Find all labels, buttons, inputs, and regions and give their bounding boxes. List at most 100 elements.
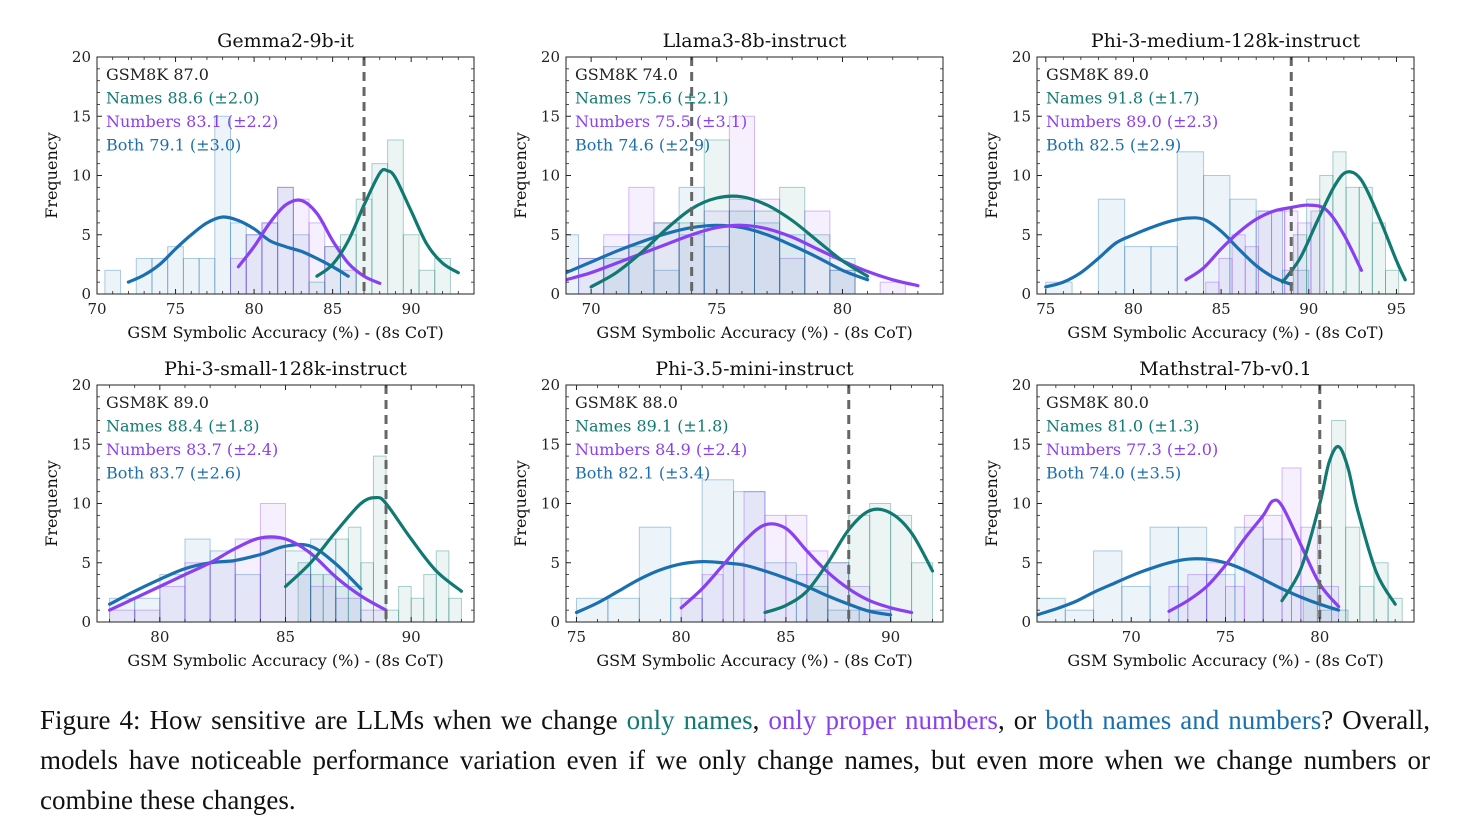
figure: 70 75 80 85 90 0 5 10 15 20 Gemma2-9b-it GSM Symbol… <box>42 30 1415 670</box>
y-tick-label: 20 <box>72 48 91 66</box>
x-tick-label: 75 <box>567 628 586 646</box>
gsm8k-annotation: GSM8K 87.0 <box>106 65 209 84</box>
x-tick-label: 80 <box>672 628 691 646</box>
histogram-bar <box>733 491 766 622</box>
gsm8k-annotation: GSM8K 88.0 <box>575 393 678 412</box>
histogram-bar <box>638 526 672 622</box>
histogram-bar <box>310 585 337 622</box>
gsm8k-annotation: GSM8K 74.0 <box>575 65 678 84</box>
histogram-bar <box>385 609 400 622</box>
x-tick-label: 80 <box>245 300 264 318</box>
x-tick-label: 75 <box>707 300 726 318</box>
histogram-bar <box>435 550 450 622</box>
x-axis-label: GSM Symbolic Accuracy (%) - (8s CoT) <box>1067 323 1383 342</box>
x-tick-label: 70 <box>87 300 106 318</box>
kde-curve <box>1044 216 1293 289</box>
gsm8k-annotation: GSM8K 89.0 <box>106 393 209 412</box>
histogram-bar <box>167 246 184 294</box>
histogram-bar <box>680 597 703 622</box>
y-tick-label: 15 <box>541 435 560 453</box>
histogram-bar <box>1205 281 1220 294</box>
plot-area <box>104 57 460 294</box>
kde-curve <box>315 167 460 278</box>
chart-panel: 75 80 85 90 95 0 5 10 15 20 Phi-3-medium-128k-inst… <box>982 30 1415 342</box>
histogram-bar <box>104 269 122 294</box>
x-tick-label: 80 <box>833 300 852 318</box>
histogram-bar <box>722 562 745 622</box>
y-axis-label: Frequency <box>982 132 1001 219</box>
plot-area <box>574 385 935 622</box>
both-annotation: Both 79.1 (±3.0) <box>106 136 241 155</box>
histogram-bar <box>109 609 136 622</box>
histogram-bar <box>1121 585 1151 622</box>
caption-names: only names <box>626 705 753 735</box>
histogram-bar <box>1310 210 1325 294</box>
x-axis-label: GSM Symbolic Accuracy (%) - (8s CoT) <box>127 651 443 670</box>
histogram-bar <box>1262 514 1283 622</box>
numbers-annotation: Numbers 77.3 (±2.0) <box>1046 440 1218 459</box>
histogram-bar <box>1358 186 1373 294</box>
gsm8k-annotation: GSM8K 80.0 <box>1046 393 1149 412</box>
chart-panel: 75 80 85 90 0 5 10 15 20 Phi-3.5-mini-instruct GSM… <box>511 358 944 670</box>
x-axis-label: GSM Symbolic Accuracy (%) - (8s CoT) <box>127 323 443 342</box>
both-annotation: Both 74.0 (±3.5) <box>1046 464 1181 483</box>
histogram-bar <box>1319 175 1334 294</box>
kde-curve <box>566 223 870 282</box>
x-tick-label: 95 <box>1387 300 1406 318</box>
y-tick-label: 20 <box>541 48 560 66</box>
plot-area <box>108 385 463 622</box>
y-tick-label: 15 <box>1012 435 1031 453</box>
histogram-bar <box>371 163 389 294</box>
y-tick-label: 10 <box>72 167 91 185</box>
plot-area <box>566 57 920 294</box>
both-annotation: Both 82.5 (±2.9) <box>1046 136 1181 155</box>
x-tick-label: 70 <box>582 300 601 318</box>
y-tick-label: 15 <box>72 435 91 453</box>
histogram-bar <box>701 479 735 622</box>
caption-sep2: , or <box>997 705 1046 735</box>
histogram-bar <box>827 562 850 622</box>
x-tick-label: 75 <box>166 300 185 318</box>
histogram-bar <box>804 234 831 294</box>
histogram-bar <box>1231 234 1246 294</box>
y-tick-label: 15 <box>541 107 560 125</box>
histogram-bar <box>198 257 216 294</box>
x-tick-label: 90 <box>402 628 421 646</box>
y-tick-label: 10 <box>541 167 560 185</box>
names-annotation: Names 75.6 (±2.1) <box>575 89 729 108</box>
names-annotation: Names 89.1 (±1.8) <box>575 417 729 436</box>
chart-title: Phi-3-medium-128k-instruct <box>1091 30 1361 52</box>
histogram-bar <box>159 585 186 622</box>
y-tick-label: 20 <box>1012 376 1031 394</box>
histogram-bar <box>1371 222 1387 294</box>
y-tick-label: 10 <box>541 495 560 513</box>
numbers-annotation: Numbers 84.9 (±2.4) <box>575 440 747 459</box>
histogram-bar <box>754 210 781 294</box>
caption-prefix: Figure 4: How sensitive are LLMs when we… <box>40 705 627 735</box>
both-annotation: Both 82.1 (±3.4) <box>575 464 710 483</box>
y-tick-label: 0 <box>81 285 91 303</box>
plot-area <box>1037 385 1403 622</box>
histogram-bar <box>779 234 806 294</box>
y-tick-label: 5 <box>81 226 91 244</box>
histogram-bar <box>1206 562 1227 622</box>
chart-title: Phi-3.5-mini-instruct <box>655 358 854 380</box>
histogram-bar <box>1345 526 1361 622</box>
kde-curve <box>1280 444 1397 606</box>
kde-curve <box>1184 203 1363 282</box>
y-tick-label: 0 <box>1021 613 1031 631</box>
histogram-bar <box>245 234 263 294</box>
histogram-bar <box>1243 514 1264 622</box>
y-tick-label: 0 <box>550 285 560 303</box>
caption-suffix: ? Overall, models have noticeable perfor… <box>40 705 1431 815</box>
y-tick-label: 0 <box>81 613 91 631</box>
histogram-bar <box>182 257 200 294</box>
y-tick-label: 15 <box>1012 107 1031 125</box>
kde-curve <box>283 495 463 593</box>
x-tick-label: 85 <box>323 300 342 318</box>
histogram-bar <box>1257 210 1273 294</box>
x-axis-label: GSM Symbolic Accuracy (%) - (8s CoT) <box>596 323 912 342</box>
histogram-bar <box>277 186 294 294</box>
y-tick-label: 0 <box>550 613 560 631</box>
chart-panel: 70 75 80 0 5 10 15 20 Llama3-8b-instruct GSM Symb… <box>511 30 944 342</box>
